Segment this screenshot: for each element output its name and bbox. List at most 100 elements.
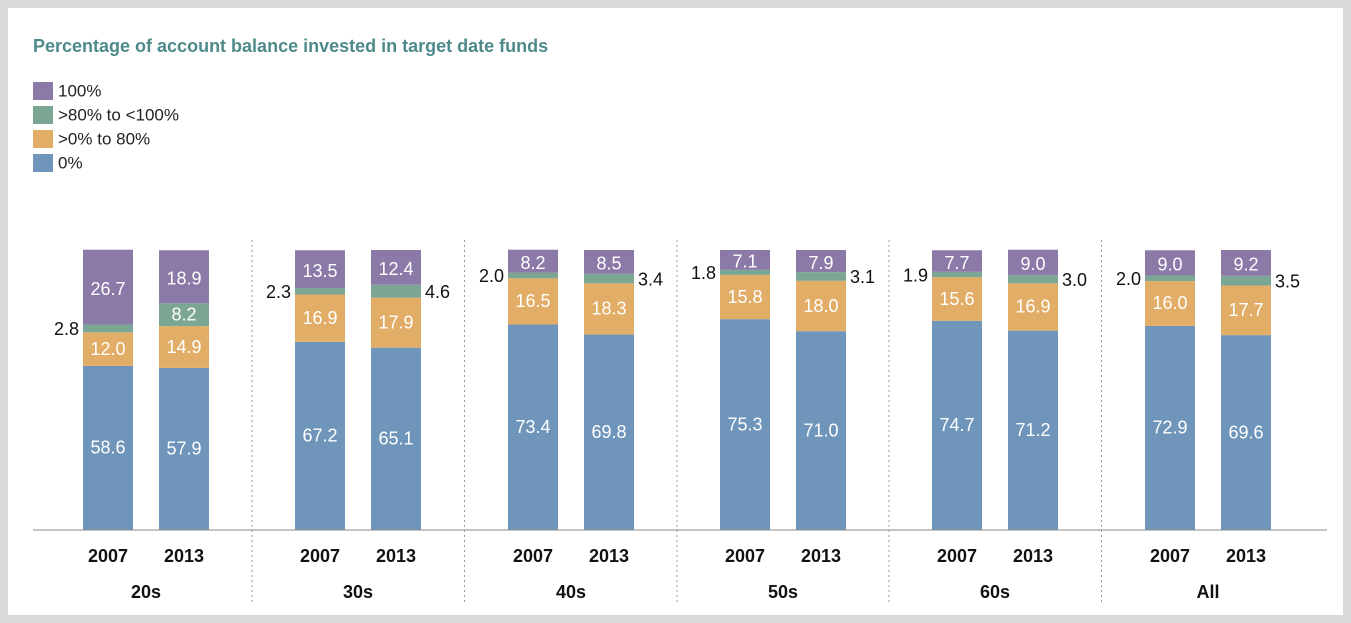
legend-swatch (33, 82, 53, 100)
legend-swatch (33, 106, 53, 124)
group-label: 30s (343, 582, 373, 602)
bar-segment (295, 288, 345, 295)
group-label: 40s (556, 582, 586, 602)
data-label: 7.7 (944, 253, 969, 273)
bar-segment (720, 250, 770, 270)
group-label: 60s (980, 582, 1010, 602)
data-label: 69.6 (1228, 422, 1263, 442)
legend-label: 100% (58, 81, 101, 100)
data-label: 18.9 (166, 268, 201, 288)
data-label: 65.1 (378, 429, 413, 449)
data-label: 2.3 (266, 282, 291, 302)
bar-segment (932, 277, 982, 321)
bar-segment (295, 341, 345, 530)
data-label: 9.0 (1157, 255, 1182, 275)
x-tick-label: 2013 (589, 546, 629, 566)
bar-segment (932, 320, 982, 530)
data-label: 15.6 (939, 289, 974, 309)
bar-segment (720, 319, 770, 530)
group-label: All (1196, 582, 1219, 602)
x-tick-label: 2007 (300, 546, 340, 566)
data-label: 71.2 (1015, 420, 1050, 440)
data-label: 26.7 (90, 279, 125, 299)
data-label: 16.9 (1015, 297, 1050, 317)
group-label: 50s (768, 582, 798, 602)
data-label: 2.0 (1116, 269, 1141, 289)
bar-segment (1145, 281, 1195, 326)
data-label: 8.5 (596, 254, 621, 274)
data-label: 4.6 (425, 282, 450, 302)
data-label: 8.2 (520, 253, 545, 273)
data-label: 67.2 (302, 426, 337, 446)
bar-segment (796, 280, 846, 332)
data-label: 16.5 (515, 291, 550, 311)
data-label: 7.1 (732, 252, 757, 272)
bar-segment (295, 294, 345, 342)
data-label: 13.5 (302, 261, 337, 281)
data-label: 75.3 (727, 414, 762, 434)
x-tick-label: 2013 (376, 546, 416, 566)
bar-segment (932, 250, 982, 272)
legend-label: >80% to <100% (58, 105, 179, 124)
data-label: 14.9 (166, 337, 201, 357)
x-tick-label: 2007 (1150, 546, 1190, 566)
bar-segment (159, 303, 209, 327)
legend-label: 0% (58, 153, 83, 172)
bar-segment (1008, 274, 1058, 284)
bar-segment (159, 250, 209, 304)
bar-segment (371, 284, 421, 298)
bar-segment (371, 347, 421, 530)
bar-segment (584, 273, 634, 284)
legend-label: >0% to 80% (58, 129, 150, 148)
bar-segment (1221, 335, 1271, 530)
bar-segment (159, 367, 209, 530)
x-tick-label: 2013 (1226, 546, 1266, 566)
bar-segment (508, 278, 558, 325)
data-label: 9.2 (1233, 255, 1258, 275)
data-label: 18.0 (803, 296, 838, 316)
bar-segment (1145, 275, 1195, 282)
data-label: 72.9 (1152, 418, 1187, 438)
bar-segment (508, 249, 558, 273)
data-label: 16.0 (1152, 293, 1187, 313)
data-label: 17.9 (378, 312, 413, 332)
bar-segment (932, 271, 982, 278)
data-label: 74.7 (939, 415, 974, 435)
bar-segment (796, 250, 846, 273)
data-label: 57.9 (166, 439, 201, 459)
data-label: 3.1 (850, 267, 875, 287)
bar-segment (1008, 330, 1058, 530)
data-label: 69.8 (591, 422, 626, 442)
group-label: 20s (131, 582, 161, 602)
data-label: 12.0 (90, 339, 125, 359)
legend-swatch (33, 154, 53, 172)
data-label: 1.9 (903, 265, 928, 285)
data-label: 7.9 (808, 253, 833, 273)
bar-segment (508, 324, 558, 530)
bar-segment (1221, 285, 1271, 336)
x-tick-label: 2007 (513, 546, 553, 566)
x-tick-label: 2007 (725, 546, 765, 566)
data-label: 9.0 (1020, 254, 1045, 274)
data-label: 1.8 (691, 263, 716, 283)
bar-segment (159, 326, 209, 368)
bar-segment (371, 250, 421, 285)
bar-segment (584, 250, 634, 274)
data-label: 16.9 (302, 308, 337, 328)
x-tick-label: 2007 (88, 546, 128, 566)
data-label: 3.5 (1275, 271, 1300, 291)
bar-segment (1008, 249, 1058, 275)
legend-swatch (33, 130, 53, 148)
bar-segment (1221, 275, 1271, 286)
bar-segment (720, 269, 770, 275)
data-label: 2.8 (54, 319, 79, 339)
bar-segment (796, 272, 846, 281)
bar-segment (508, 272, 558, 279)
bar-segment (796, 331, 846, 530)
bar-segment (1145, 325, 1195, 530)
bar-segment (295, 250, 345, 289)
bar-segment (83, 365, 133, 530)
bar-segment (83, 332, 133, 366)
